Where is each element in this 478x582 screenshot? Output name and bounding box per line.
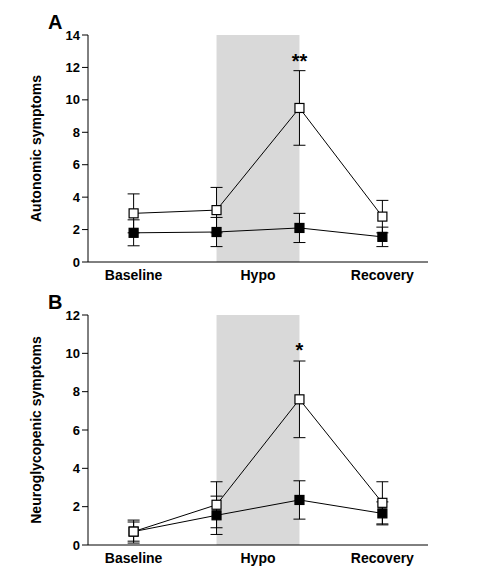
svg-text:10: 10 xyxy=(66,92,80,107)
svg-text:Autonomic symptoms: Autonomic symptoms xyxy=(28,75,44,222)
svg-text:Neuroglycopenic symptoms: Neuroglycopenic symptoms xyxy=(28,336,44,524)
svg-text:*: * xyxy=(296,339,304,361)
svg-text:6: 6 xyxy=(73,423,80,438)
svg-text:8: 8 xyxy=(73,384,80,399)
svg-text:8: 8 xyxy=(73,125,80,140)
svg-text:Baseline: Baseline xyxy=(105,550,163,566)
svg-text:4: 4 xyxy=(73,190,81,205)
svg-text:10: 10 xyxy=(66,346,80,361)
svg-text:12: 12 xyxy=(66,60,80,75)
svg-text:Recovery: Recovery xyxy=(351,267,414,283)
svg-text:Hypo: Hypo xyxy=(241,550,276,566)
svg-text:14: 14 xyxy=(66,28,81,43)
svg-text:12: 12 xyxy=(66,308,80,323)
svg-text:0: 0 xyxy=(73,255,80,270)
svg-text:2: 2 xyxy=(73,499,80,514)
html-text:B: B xyxy=(48,291,63,313)
svg-text:Recovery: Recovery xyxy=(351,550,414,566)
svg-text:Baseline: Baseline xyxy=(105,267,163,283)
svg-text:**: ** xyxy=(292,50,308,72)
svg-text:2: 2 xyxy=(73,222,80,237)
svg-text:6: 6 xyxy=(73,157,80,172)
svg-text:0: 0 xyxy=(73,538,80,553)
svg-text:4: 4 xyxy=(73,461,81,476)
svg-text:Hypo: Hypo xyxy=(241,267,276,283)
html-text:A: A xyxy=(48,11,63,33)
